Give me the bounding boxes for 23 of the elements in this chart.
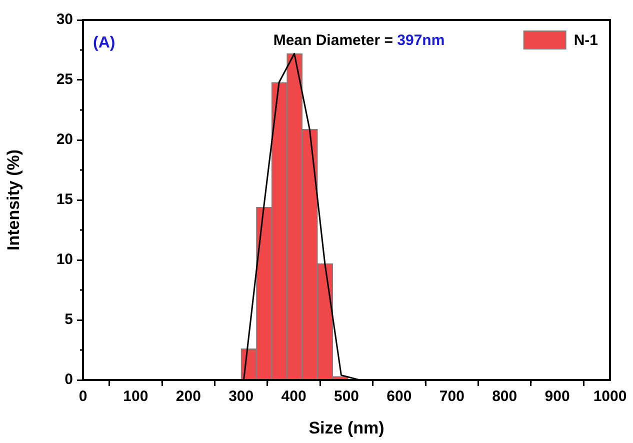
x-tick-label: 600 [386,388,412,406]
x-tick-label: 800 [492,388,518,406]
x-tick-label: 100 [123,388,148,406]
x-tick-label: 700 [439,388,464,406]
y-axis-title: Intensity (%) [4,149,23,251]
x-tick-label: 500 [334,388,360,406]
y-tick-label: 15 [56,191,73,208]
y-tick-label: 25 [56,71,73,88]
annotation: (A) [93,34,116,52]
x-tick-label: 900 [544,388,570,406]
annotation: Mean Diameter = 397nm [273,32,445,50]
x-tick-label: 1000 [593,388,627,406]
y-tick-label: 5 [64,311,73,328]
y-tick-label: 10 [56,251,73,268]
x-tick-label: 0 [78,388,88,406]
x-tick-label: 200 [176,388,201,406]
x-tick-label: 400 [281,388,306,406]
x-tick-label: 300 [228,388,254,406]
x-axis-title: Size (nm) [308,418,384,438]
y-tick-label: 30 [56,11,73,28]
y-tick-label: 20 [56,131,73,148]
y-tick-label: 0 [64,371,73,388]
legend-label: N-1 [574,32,598,50]
